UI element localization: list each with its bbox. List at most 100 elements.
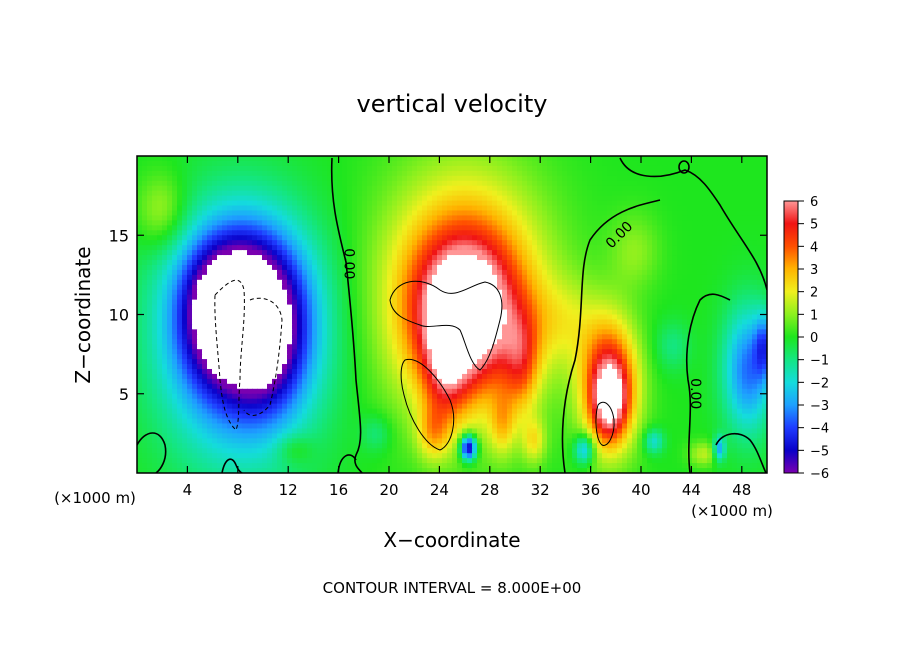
heatmap-cell bbox=[567, 225, 573, 231]
heatmap-cell bbox=[377, 334, 383, 340]
heatmap-cell bbox=[732, 274, 738, 281]
heatmap-cell bbox=[632, 299, 638, 306]
heatmap-cell bbox=[212, 235, 218, 241]
heatmap-cell bbox=[572, 235, 578, 241]
heatmap-cell bbox=[742, 314, 748, 321]
heatmap-cell bbox=[137, 284, 143, 291]
heatmap-cell bbox=[152, 324, 158, 330]
heatmap-cell bbox=[577, 250, 583, 256]
heatmap-cell bbox=[462, 225, 468, 231]
heatmap-cell bbox=[637, 245, 643, 251]
heatmap-cell bbox=[402, 165, 408, 172]
heatmap-cell bbox=[437, 165, 443, 172]
heatmap-cell bbox=[397, 319, 403, 325]
heatmap-cell bbox=[662, 245, 668, 251]
heatmap-cell bbox=[167, 344, 173, 350]
heatmap-cell bbox=[342, 264, 348, 271]
heatmap-cell bbox=[272, 195, 278, 202]
heatmap-cell bbox=[627, 255, 633, 261]
heatmap-cell bbox=[532, 180, 538, 187]
heatmap-cell bbox=[432, 160, 438, 167]
heatmap-cell bbox=[697, 289, 703, 296]
heatmap-cell bbox=[582, 210, 588, 217]
heatmap-cell bbox=[527, 260, 533, 266]
heatmap-cell bbox=[567, 200, 573, 207]
heatmap-cell bbox=[212, 245, 218, 251]
heatmap-cell bbox=[407, 210, 413, 217]
heatmap-cell bbox=[352, 165, 358, 172]
heatmap-cell bbox=[262, 225, 268, 231]
heatmap-cell bbox=[642, 230, 648, 236]
heatmap-cell bbox=[397, 260, 403, 266]
heatmap-cell bbox=[192, 314, 198, 321]
heatmap-cell bbox=[707, 339, 713, 345]
heatmap-cell bbox=[552, 160, 558, 167]
heatmap-cell bbox=[367, 304, 373, 311]
heatmap-cell bbox=[442, 344, 448, 350]
heatmap-cell bbox=[527, 264, 533, 271]
heatmap-cell bbox=[527, 185, 533, 192]
heatmap-cell bbox=[272, 220, 278, 226]
heatmap-cell bbox=[492, 156, 498, 162]
heatmap-cell bbox=[697, 299, 703, 306]
heatmap-cell bbox=[467, 250, 473, 256]
heatmap-cell bbox=[552, 180, 558, 187]
heatmap-cell bbox=[242, 210, 248, 217]
heatmap-cell bbox=[527, 200, 533, 207]
heatmap-cell bbox=[312, 156, 318, 162]
heatmap-cell bbox=[327, 156, 333, 162]
heatmap-cell bbox=[202, 344, 208, 350]
heatmap-cell bbox=[627, 156, 633, 162]
heatmap-cell bbox=[582, 289, 588, 296]
heatmap-cell bbox=[342, 274, 348, 281]
heatmap-cell bbox=[257, 160, 263, 167]
heatmap-cell bbox=[527, 309, 533, 316]
heatmap-cell bbox=[347, 314, 353, 321]
heatmap-cell bbox=[707, 185, 713, 192]
heatmap-cell bbox=[222, 309, 228, 316]
heatmap-cell bbox=[322, 334, 328, 340]
heatmap-cell bbox=[627, 289, 633, 296]
heatmap-cell bbox=[392, 334, 398, 340]
heatmap-cell bbox=[417, 299, 423, 306]
heatmap-cell bbox=[692, 165, 698, 172]
heatmap-cell bbox=[422, 215, 428, 221]
heatmap-cell bbox=[262, 269, 268, 276]
heatmap-cell bbox=[537, 304, 543, 311]
heatmap-cell bbox=[372, 339, 378, 345]
heatmap-cell bbox=[517, 284, 523, 291]
heatmap-cell bbox=[217, 269, 223, 276]
heatmap-cell bbox=[277, 225, 283, 231]
heatmap-cell bbox=[387, 264, 393, 271]
heatmap-cell bbox=[352, 255, 358, 261]
heatmap-cell bbox=[337, 274, 343, 281]
heatmap-cell bbox=[357, 170, 363, 177]
heatmap-cell bbox=[467, 289, 473, 296]
heatmap-cell bbox=[727, 339, 733, 345]
heatmap-cell bbox=[412, 235, 418, 241]
heatmap-cell bbox=[437, 334, 443, 340]
heatmap-cell bbox=[712, 215, 718, 221]
heatmap-cell bbox=[522, 160, 528, 167]
heatmap-cell bbox=[612, 304, 618, 311]
heatmap-cell bbox=[247, 240, 253, 246]
heatmap-cell bbox=[527, 245, 533, 251]
heatmap-cell bbox=[732, 230, 738, 236]
heatmap-cell bbox=[577, 274, 583, 281]
heatmap-cell bbox=[532, 294, 538, 301]
heatmap-cell bbox=[477, 170, 483, 177]
heatmap-cell bbox=[517, 175, 523, 182]
heatmap-cell bbox=[727, 304, 733, 311]
heatmap-cell bbox=[632, 220, 638, 226]
heatmap-cell bbox=[687, 284, 693, 291]
heatmap-cell bbox=[752, 279, 758, 286]
heatmap-cell bbox=[692, 215, 698, 221]
heatmap-cell bbox=[147, 349, 153, 355]
heatmap-cell bbox=[732, 329, 738, 335]
heatmap-cell bbox=[692, 269, 698, 276]
heatmap-cell bbox=[747, 264, 753, 271]
heatmap-cell bbox=[242, 260, 248, 266]
heatmap-cell bbox=[282, 274, 288, 281]
heatmap-cell bbox=[312, 235, 318, 241]
heatmap-cell bbox=[192, 274, 198, 281]
